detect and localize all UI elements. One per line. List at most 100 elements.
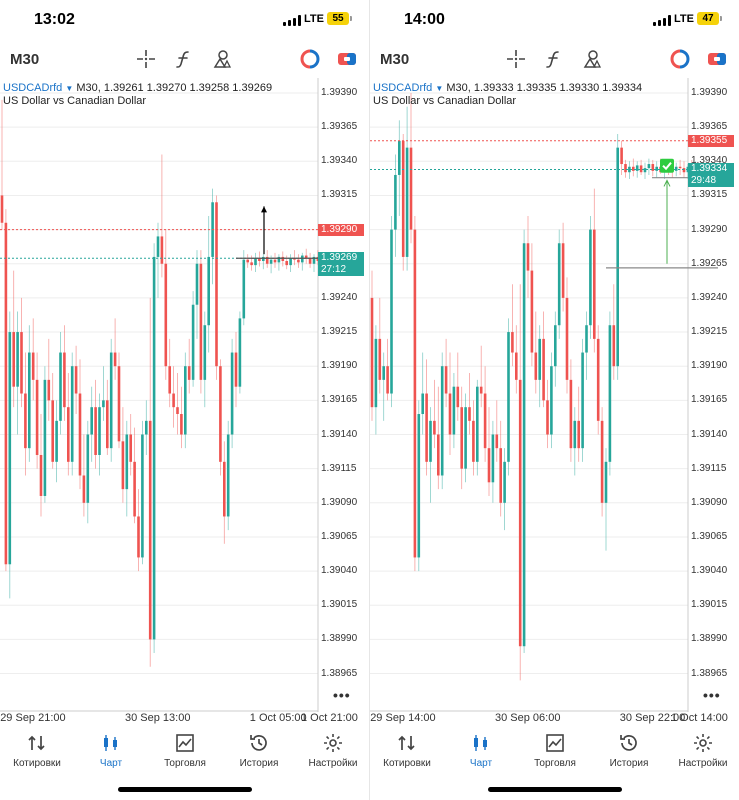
price-level-label: 1.39390 (691, 87, 728, 98)
candle-body (448, 393, 452, 435)
objects-icon[interactable] (212, 49, 232, 69)
candle-body (440, 366, 444, 476)
nav-item-quotes[interactable]: Котировки (370, 728, 444, 769)
candle (180, 386, 183, 449)
symbol-dropdown-icon[interactable]: ▼ (65, 84, 74, 93)
symbol-dropdown-icon[interactable]: ▼ (435, 84, 444, 93)
candle (187, 338, 191, 394)
nav-item-settings[interactable]: Настройки (296, 728, 369, 769)
trade-icon[interactable] (544, 732, 566, 754)
more-options-button[interactable]: ••• (703, 687, 721, 703)
candle (285, 255, 288, 270)
trade-toggle-icon[interactable] (300, 49, 320, 69)
nav-item-quotes[interactable]: Котировки (0, 728, 74, 769)
ask-price-tag: 1.39290 (318, 223, 364, 236)
function-icon[interactable] (544, 49, 564, 69)
price-chart[interactable]: USDCADrfd ▼ M30, 1.39333 1.39335 1.39330… (370, 78, 739, 712)
candle (460, 386, 463, 490)
price-chart[interactable]: USDCADrfd ▼ M30, 1.39261 1.39270 1.39258… (0, 78, 369, 712)
candle (24, 352, 27, 476)
candle-body (526, 243, 530, 271)
candle (82, 434, 86, 517)
candle-body (230, 352, 234, 435)
price-level-label: 1.39365 (321, 121, 358, 133)
chart-canvas[interactable] (370, 78, 739, 712)
candle-body (417, 414, 421, 558)
candle (109, 338, 113, 462)
crosshair-icon[interactable] (136, 49, 156, 69)
candle-body (254, 258, 257, 266)
more-options-button[interactable]: ••• (333, 687, 351, 703)
chart-settings-icon[interactable] (337, 49, 357, 69)
settings-icon[interactable] (322, 732, 344, 754)
candle-body (534, 352, 538, 380)
candle (370, 270, 374, 421)
nav-item-history[interactable]: История (592, 728, 666, 769)
time-label: 1 Oct 05:00 (249, 712, 307, 724)
candle (608, 311, 612, 476)
candle (160, 154, 164, 278)
chart-canvas[interactable] (0, 78, 369, 712)
candle-body (67, 407, 70, 462)
candle-body (468, 407, 471, 421)
candle (43, 366, 47, 503)
candle (121, 407, 125, 503)
candle (647, 158, 651, 175)
chart-icon[interactable] (100, 732, 122, 754)
candle-body (35, 379, 39, 455)
candle (86, 420, 90, 524)
home-indicator (118, 787, 252, 792)
candle (518, 284, 522, 681)
quotes-icon[interactable] (26, 732, 48, 754)
trade-icon[interactable] (174, 732, 196, 754)
candle (674, 162, 678, 177)
candle (12, 270, 15, 408)
candle-body (226, 434, 230, 517)
chart-icon[interactable] (470, 732, 492, 754)
objects-icon[interactable] (582, 49, 602, 69)
candle-body (655, 166, 658, 171)
nav-item-trade[interactable]: Торговля (518, 728, 592, 769)
candle (203, 311, 207, 408)
timeframe-button[interactable]: M30 (10, 51, 40, 68)
nav-item-history[interactable]: История (222, 728, 296, 769)
symbol-name[interactable]: USDCADrfd (373, 82, 433, 94)
candle-body (643, 168, 647, 173)
candle-body (370, 297, 374, 408)
candle-body (90, 407, 93, 435)
candle (405, 106, 409, 271)
candle (199, 250, 203, 394)
quotes-icon[interactable] (396, 732, 418, 754)
history-icon[interactable] (248, 732, 270, 754)
symbol-name[interactable]: USDCADrfd (3, 82, 63, 94)
candles (0, 99, 327, 667)
price-level-label: 1.39115 (691, 462, 727, 474)
nav-item-trade[interactable]: Торговля (148, 728, 222, 769)
nav-item-chart[interactable]: Чарт (444, 728, 518, 769)
trade-toggle-icon[interactable] (670, 49, 690, 69)
price-level-label: 1.39240 (691, 291, 728, 303)
history-icon[interactable] (618, 732, 640, 754)
candle (55, 400, 58, 483)
candle (148, 297, 152, 667)
nav-item-settings[interactable]: Настройки (666, 728, 739, 769)
candle-body (8, 332, 12, 565)
trend-annotation[interactable] (606, 158, 718, 269)
candle-body (277, 256, 281, 263)
crosshair-icon[interactable] (506, 49, 526, 69)
price-level-label: 1.39315 (691, 189, 728, 201)
candle (172, 366, 175, 428)
function-icon[interactable] (174, 49, 194, 69)
chart-settings-icon[interactable] (707, 49, 727, 69)
candle-body (59, 352, 62, 421)
candle-body (160, 236, 164, 264)
nav-label: Котировки (13, 758, 61, 769)
arrow-up-icon (261, 206, 267, 213)
candle-body (176, 407, 179, 415)
settings-icon[interactable] (692, 732, 714, 754)
candle (113, 318, 117, 380)
candle-body (74, 366, 78, 394)
timeframe-button[interactable]: M30 (380, 51, 410, 68)
candle-body (109, 352, 113, 449)
nav-item-chart[interactable]: Чарт (74, 728, 148, 769)
